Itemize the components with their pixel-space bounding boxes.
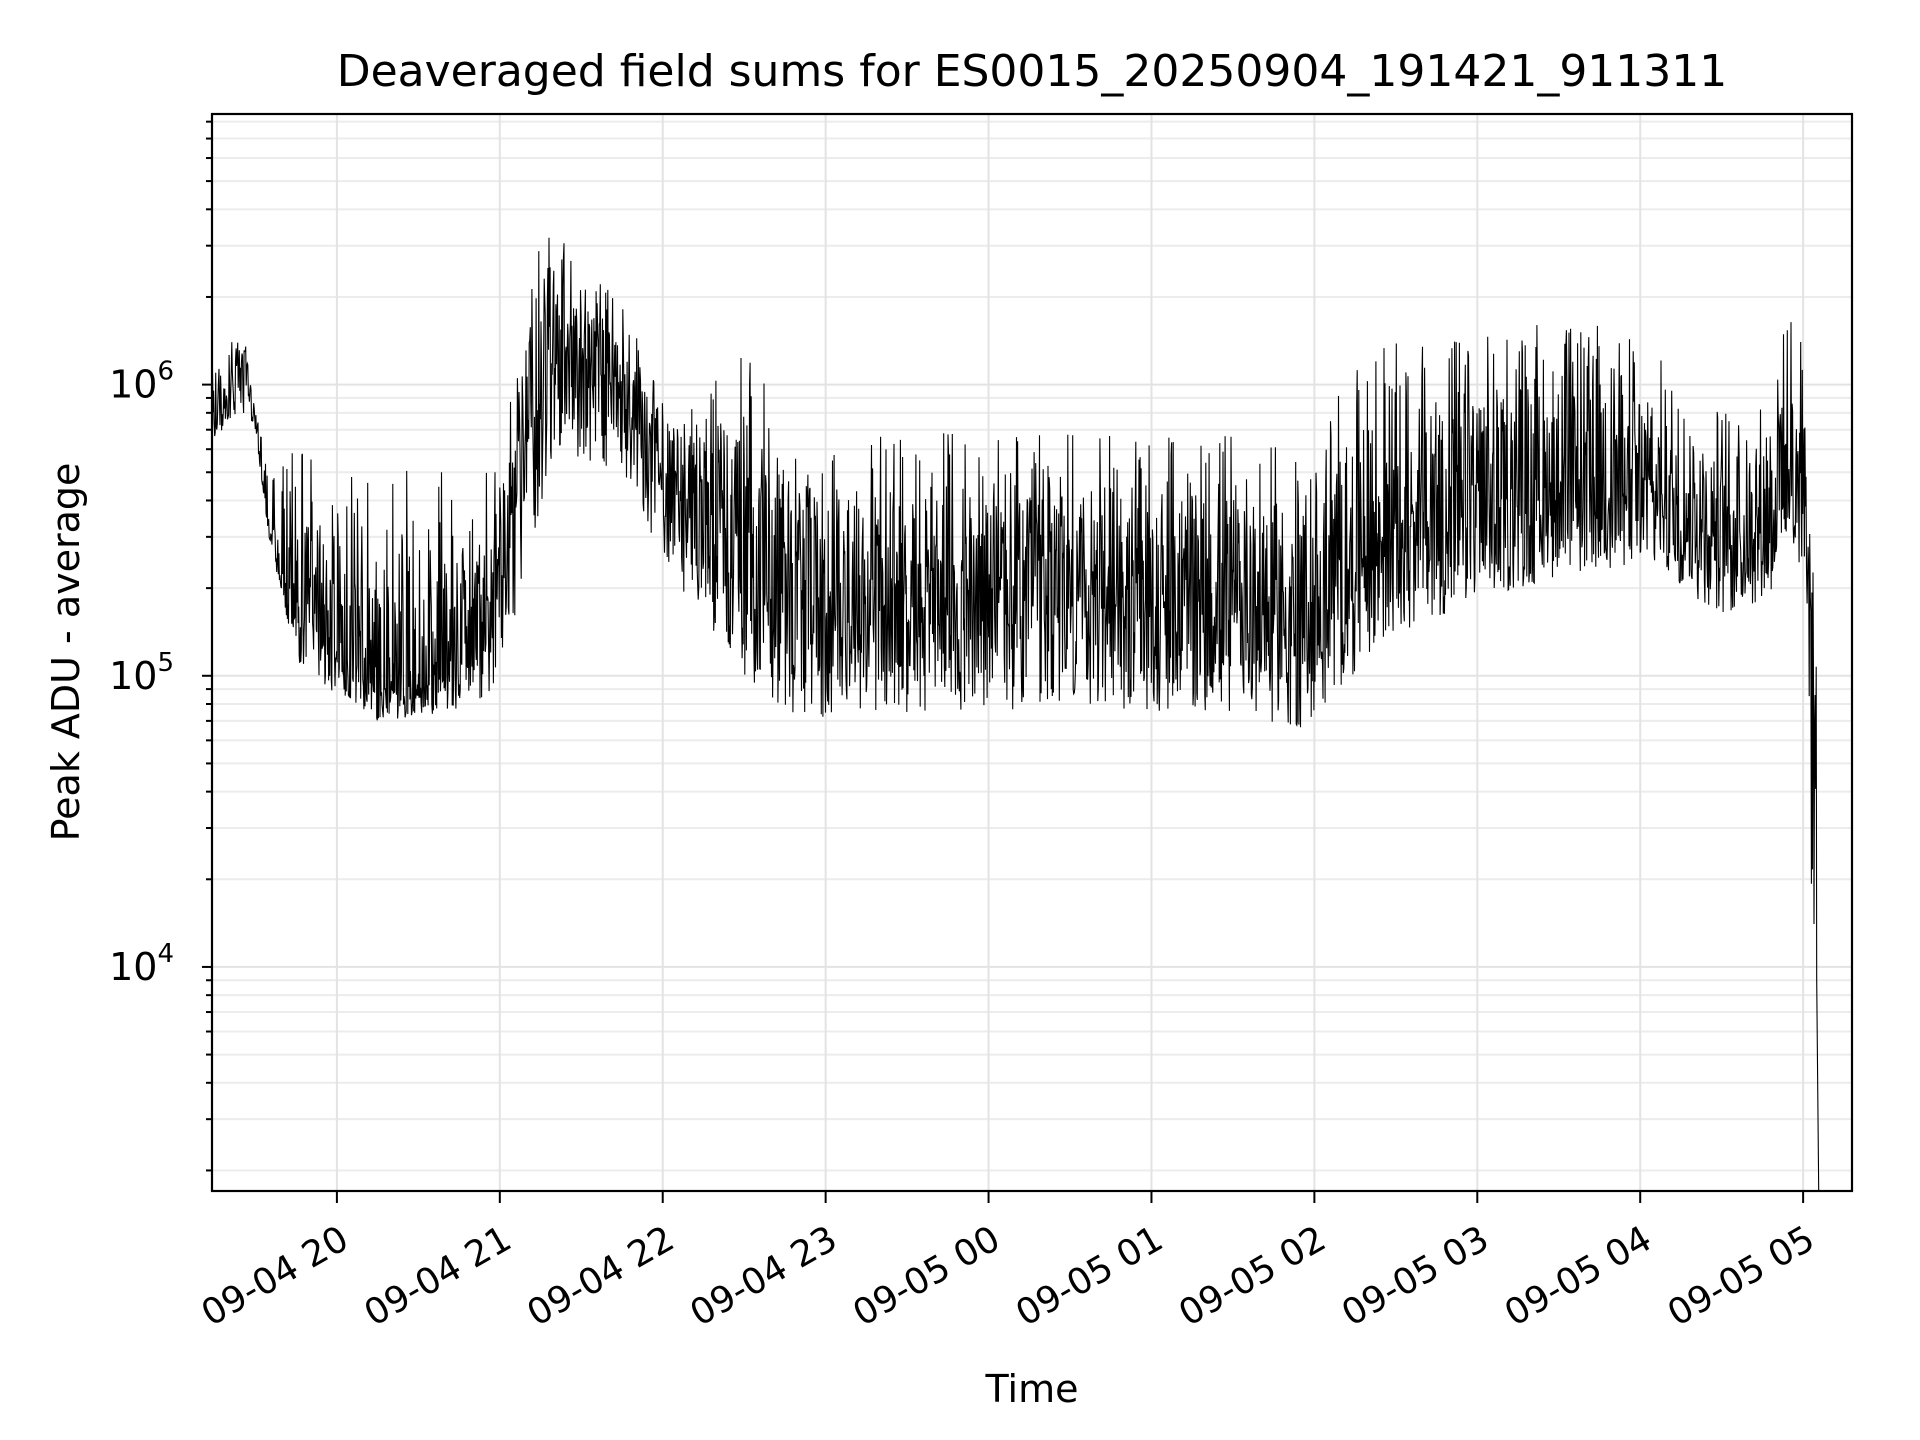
x-tick-label: 09-05 03 [1335,1218,1496,1334]
x-tick-label: 09-05 01 [1009,1218,1170,1334]
y-tick-exponent: 6 [157,357,174,387]
y-tick-base: 10 [109,945,157,989]
x-tick-label: 09-04 21 [358,1218,519,1334]
x-tick-label: 09-04 20 [195,1218,356,1334]
y-tick-base: 10 [109,363,157,407]
x-tick-label: 09-05 05 [1661,1218,1822,1334]
y-tick-label: 105 [109,648,174,698]
grid [212,114,1852,1191]
x-tick-label: 09-05 02 [1172,1218,1333,1334]
series-line [211,237,1820,1192]
x-axis: 09-04 20 09-04 21 09-04 22 09-04 23 09-05 00… [195,1191,1822,1335]
y-tick-label: 106 [109,357,174,407]
y-tick-exponent: 5 [157,648,174,678]
series-layer [211,237,1820,1192]
y-axis-label: Peak ADU - average [44,463,88,842]
y-tick-exponent: 4 [157,939,174,969]
y-tick-base: 10 [109,654,157,698]
x-tick-label: 09-04 23 [683,1218,844,1334]
chart-title: Deaveraged field sums for ES0015_2025090… [337,46,1728,97]
x-tick-label: 09-05 00 [846,1218,1007,1334]
y-tick-label: 104 [109,939,174,989]
x-tick-label: 09-05 04 [1498,1218,1659,1334]
x-axis-label: Time [985,1367,1079,1411]
plot-frame [210,112,1854,1193]
x-tick-label: 09-04 22 [521,1218,682,1334]
